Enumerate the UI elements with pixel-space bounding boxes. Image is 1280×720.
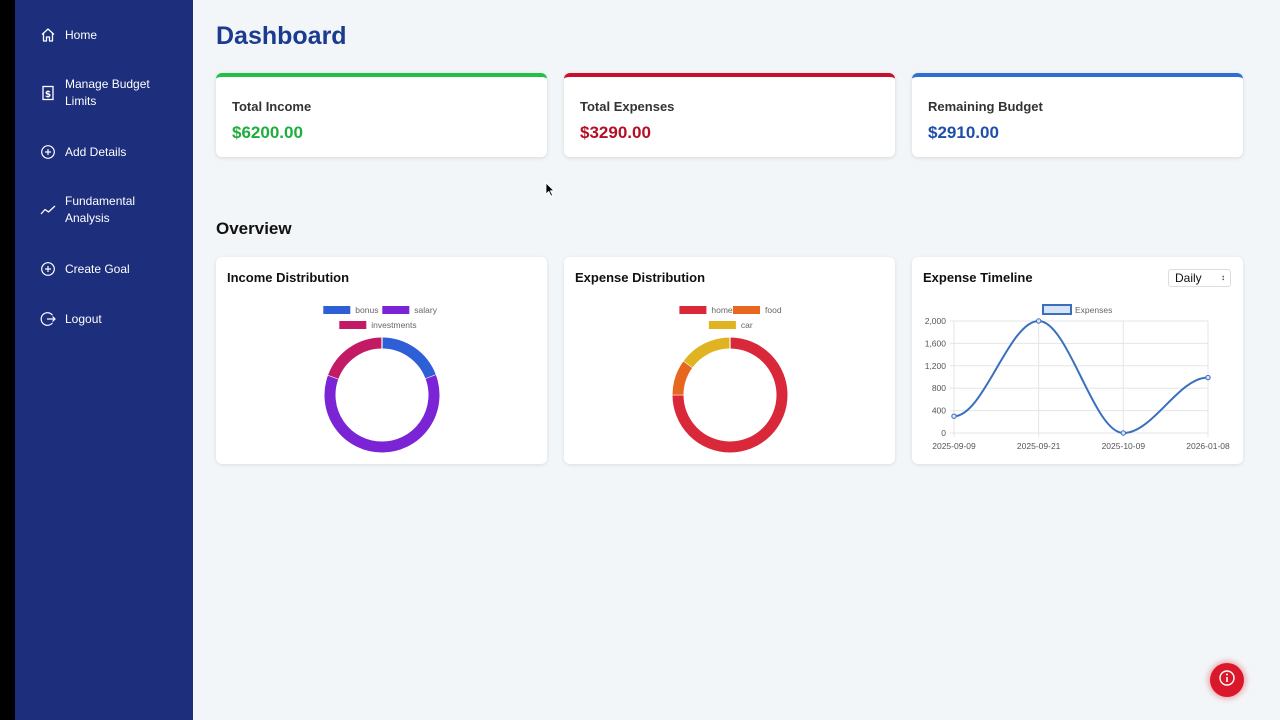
legend-label: home [711,305,733,315]
info-button[interactable] [1210,663,1244,697]
sidebar-item-label: Manage Budget Limits [65,76,157,110]
stat-label: Total Income [232,99,311,114]
y-tick-label: 1,600 [925,338,947,348]
x-tick-label: 2026-01-08 [1186,441,1230,451]
income-distribution-card: Income Distribution bonus salary investmen… [216,257,547,464]
legend-label: salary [414,305,437,315]
legend-label: bonus [355,305,378,315]
y-tick-label: 2,000 [925,316,947,326]
expense-timeline-card: Expense Timeline Daily ↕ Expenses 0 400 800… [912,257,1243,464]
legend-swatch [733,306,760,314]
stat-value: $3290.00 [580,123,651,143]
svg-text:$: $ [45,90,51,100]
sidebar-item-add-details[interactable]: Add Details [39,143,157,161]
stat-label: Remaining Budget [928,99,1043,114]
doughnut-slice [688,343,730,364]
y-tick-label: 0 [941,428,946,438]
page-title: Dashboard [216,22,347,51]
legend-swatch [382,306,409,314]
sidebar-item-manage-budget-limits[interactable]: $ Manage Budget Limits [39,76,157,110]
sidebar-item-logout[interactable]: Logout [39,310,157,328]
y-tick-label: 1,200 [925,361,947,371]
dollar-box-icon: $ [39,84,57,102]
logout-icon [39,310,57,328]
sidebar-item-label: Fundamental Analysis [65,193,157,227]
doughnut-slice [333,343,382,377]
remaining-budget-card: Remaining Budget $2910.00 [912,73,1243,157]
x-tick-label: 2025-09-09 [932,441,976,451]
plus-circle-icon [39,260,57,278]
legend-swatch [709,321,736,329]
series-line [954,321,1208,433]
y-tick-label: 800 [932,383,946,393]
doughnut-slice [382,343,431,377]
expense-line-chart: Expenses 0 400 800 1,200 1,600 2,000 2025-09-09… [912,257,1243,464]
sidebar-item-label: Logout [65,311,157,328]
main-content: Dashboard Total Income $6200.00 Total Ex… [193,0,1280,720]
legend-label: investments [371,320,416,330]
info-icon [1218,669,1236,692]
home-icon [39,26,57,44]
sidebar-item-fundamental-analysis[interactable]: Fundamental Analysis [39,193,157,227]
trend-line-icon [39,201,57,219]
stat-value: $6200.00 [232,123,303,143]
sidebar-item-home[interactable]: Home [39,26,157,44]
doughnut-slice [678,364,688,395]
legend-swatch [339,321,366,329]
plus-circle-icon [39,143,57,161]
sidebar-item-label: Create Goal [65,261,157,278]
legend-label: car [741,320,753,330]
x-tick-label: 2025-09-21 [1017,441,1061,451]
legend-swatch [1043,305,1071,314]
stat-value: $2910.00 [928,123,999,143]
data-point [1121,431,1125,435]
sidebar-item-label: Add Details [65,144,157,161]
data-point [1206,375,1210,379]
overview-title: Overview [216,219,292,239]
data-point [952,414,956,418]
y-tick-label: 400 [932,406,946,416]
data-point [1036,319,1040,323]
legend-swatch [323,306,350,314]
income-doughnut-chart: bonus salary investments [216,257,547,464]
legend-label: Expenses [1075,305,1112,315]
sidebar: Home $ Manage Budget Limits Add Details … [15,0,193,720]
sidebar-item-label: Home [65,27,157,44]
total-expenses-card: Total Expenses $3290.00 [564,73,895,157]
stat-label: Total Expenses [580,99,674,114]
expense-doughnut-chart: home food car [564,257,895,464]
doughnut-slice [330,377,434,447]
legend-label: food [765,305,782,315]
mouse-cursor-icon [545,182,555,197]
legend-swatch [679,306,706,314]
app-window: Home $ Manage Budget Limits Add Details … [15,0,1280,720]
x-tick-label: 2025-10-09 [1102,441,1146,451]
sidebar-item-create-goal[interactable]: Create Goal [39,260,157,278]
total-income-card: Total Income $6200.00 [216,73,547,157]
expense-distribution-card: Expense Distribution home food car [564,257,895,464]
